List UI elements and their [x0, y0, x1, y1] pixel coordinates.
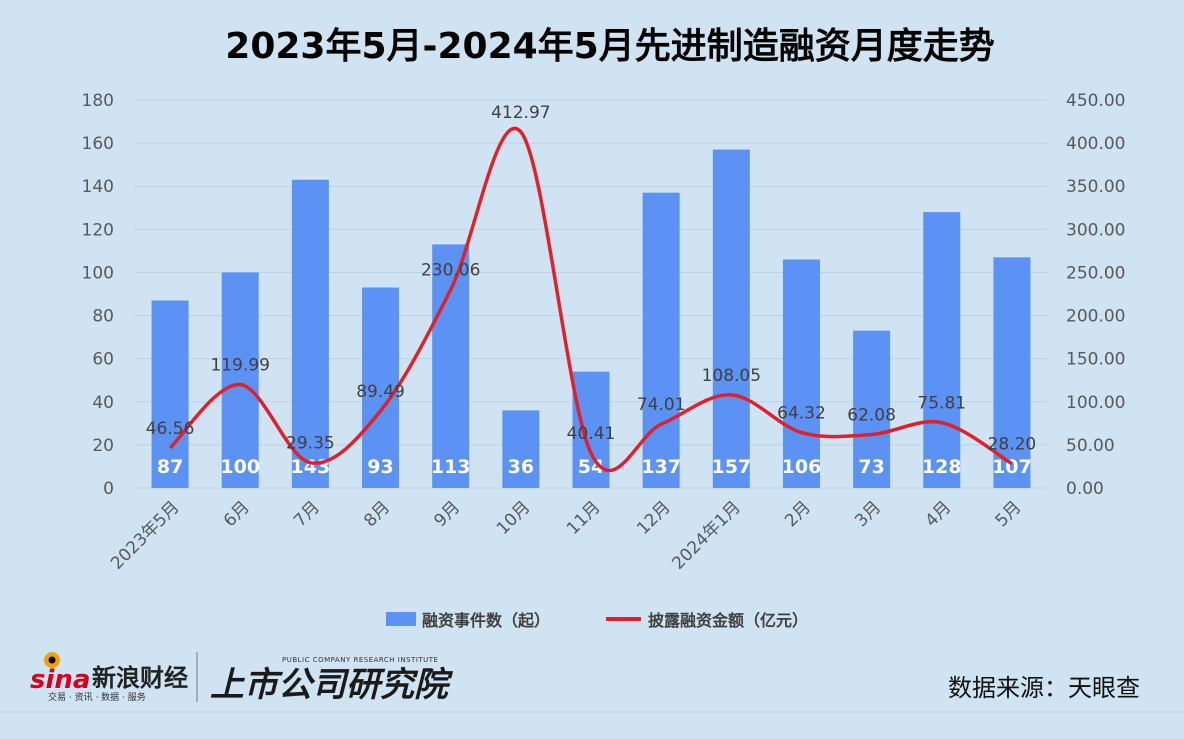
data-source: 数据来源：天眼查	[948, 674, 1140, 702]
right-tick-label: 150.00	[1066, 350, 1125, 370]
bar-data-label: 157	[711, 456, 751, 478]
grid	[135, 99, 1047, 489]
x-tick-label: 5月	[992, 497, 1026, 531]
line-data-label: 40.41	[567, 424, 616, 444]
legend-swatch-bar	[386, 612, 416, 626]
x-tick-label: 10月	[493, 497, 534, 538]
right-tick-label: 200.00	[1066, 307, 1125, 327]
left-tick-label: 100	[82, 263, 114, 283]
line-data-label: 74.01	[637, 395, 686, 415]
bar	[642, 192, 680, 488]
sina-logo-sub: 交易 · 资讯 · 数据 · 服务	[48, 691, 146, 703]
line-data-label: 230.06	[421, 261, 480, 281]
bar-data-label: 73	[858, 456, 884, 478]
left-tick-label: 180	[82, 91, 114, 111]
right-tick-label: 100.00	[1066, 393, 1125, 413]
line-data-label: 62.08	[847, 405, 896, 425]
bar-data-label: 106	[782, 456, 822, 478]
x-tick-label: 4月	[921, 497, 955, 531]
line-data-label: 412.97	[491, 103, 550, 123]
left-tick-label: 160	[82, 134, 114, 154]
line-data-label: 75.81	[917, 394, 966, 414]
footer-band	[0, 712, 1184, 739]
left-axis: 0 20 40 60 80 100 120 140 160 180	[82, 91, 114, 499]
bar	[782, 259, 820, 488]
right-tick-label: 0.00	[1066, 479, 1104, 499]
bar	[291, 179, 329, 488]
legend-label-bar: 融资事件数（起）	[422, 611, 550, 630]
institute-logo-name: 上市公司研究院	[210, 665, 454, 705]
line-data-label: 89.49	[356, 382, 405, 402]
x-tick-label: 12月	[633, 497, 674, 538]
bar	[712, 149, 750, 489]
line-path	[168, 126, 1013, 473]
right-tick-label: 250.00	[1066, 263, 1125, 283]
right-tick-label: 450.00	[1066, 91, 1125, 111]
bar-data-label: 107	[992, 456, 1032, 478]
institute-logo: PUBLIC COMPANY RESEARCH INSTITUTE 上市公司研究…	[210, 656, 454, 705]
left-tick-label: 80	[92, 307, 114, 327]
x-tick-label: 3月	[851, 497, 885, 531]
bar-series	[151, 149, 1031, 489]
line-data-label: 119.99	[210, 356, 269, 376]
bar	[923, 212, 961, 489]
sina-eye-pupil-icon	[48, 656, 56, 664]
bar	[221, 272, 259, 488]
left-tick-label: 60	[92, 350, 114, 370]
right-axis: 0.00 50.00 100.00 150.00 200.00 250.00 300.00 3…	[1066, 91, 1125, 499]
bar	[151, 300, 189, 488]
bar-data-label: 137	[641, 456, 681, 478]
line-data-label: 29.35	[286, 434, 335, 454]
left-tick-label: 20	[92, 436, 114, 456]
bar	[853, 330, 891, 488]
legend-label-line: 披露融资金额（亿元）	[648, 611, 808, 630]
bar-data-label: 143	[291, 456, 331, 478]
bar-data-label: 36	[508, 456, 534, 478]
x-tick-label: 2月	[781, 497, 815, 531]
legend: 融资事件数（起） 披露融资金额（亿元）	[386, 611, 808, 630]
sina-logo-mark: sina	[30, 665, 90, 695]
x-tick-label: 11月	[563, 497, 604, 538]
sina-finance-logo: sina 新浪财经 交易 · 资讯 · 数据 · 服务	[30, 652, 188, 703]
line-data-label: 28.20	[988, 435, 1037, 455]
chart-title: 2023年5月-2024年5月先进制造融资月度走势	[225, 26, 994, 67]
left-tick-label: 0	[103, 479, 114, 499]
right-tick-label: 400.00	[1066, 134, 1125, 154]
bar-data-label: 128	[922, 456, 962, 478]
bar-data-label: 100	[220, 456, 260, 478]
line-data-label: 46.56	[146, 419, 195, 439]
x-tick-label: 8月	[360, 497, 394, 531]
left-tick-label: 120	[82, 220, 114, 240]
bar	[502, 410, 540, 488]
x-tick-label: 2023年5月	[107, 497, 183, 573]
bar	[362, 287, 400, 488]
institute-logo-en: PUBLIC COMPANY RESEARCH INSTITUTE	[282, 656, 438, 664]
right-tick-label: 350.00	[1066, 177, 1125, 197]
bar-data-label: 113	[431, 456, 471, 478]
x-tick-label: 7月	[290, 497, 324, 531]
x-tick-label: 9月	[430, 497, 464, 531]
x-tick-label: 6月	[220, 497, 254, 531]
line-labels: 46.56 119.99 29.35 89.49 230.06 412.97 40.41 74…	[146, 103, 1037, 455]
left-tick-label: 140	[82, 177, 114, 197]
sina-logo-name: 新浪财经	[92, 664, 188, 692]
bar	[993, 257, 1031, 488]
bar-data-label: 93	[367, 456, 393, 478]
line-series	[168, 126, 1013, 473]
right-tick-label: 50.00	[1066, 436, 1115, 456]
line-data-label: 64.32	[777, 404, 826, 424]
bar-labels: 87 100 143 93 113 36 54 137 157 106 73 128 107	[157, 456, 1032, 478]
bar	[432, 244, 470, 488]
right-tick-label: 300.00	[1066, 220, 1125, 240]
x-tick-label: 2024年1月	[668, 497, 744, 573]
bar-data-label: 87	[157, 456, 183, 478]
line-data-label: 108.05	[702, 366, 761, 386]
left-tick-label: 40	[92, 393, 114, 413]
